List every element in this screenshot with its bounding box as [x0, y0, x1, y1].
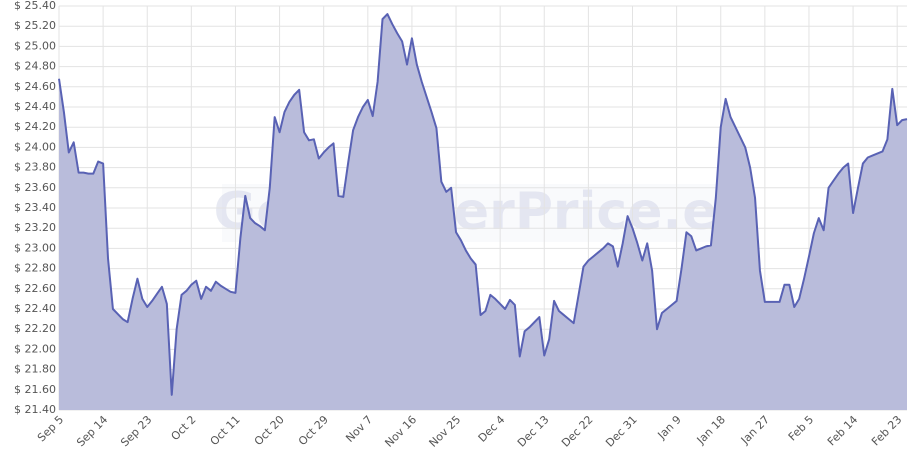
x-tick-label: Dec 13: [515, 413, 552, 450]
x-tick-label: Nov 25: [427, 413, 464, 450]
area: [59, 14, 907, 411]
y-tick-label: $ 24.20: [14, 120, 56, 133]
y-tick-label: $ 23.00: [14, 241, 56, 254]
line: [58, 13, 908, 396]
x-tick-label: Dec 4: [476, 413, 508, 445]
y-tick-label: $ 22.20: [14, 322, 56, 335]
y-tick-label: $ 23.60: [14, 181, 56, 194]
y-tick-label: $ 21.80: [14, 363, 56, 376]
y-tick-label: $ 22.80: [14, 262, 56, 275]
y-tick-label: $ 23.80: [14, 161, 56, 174]
y-tick-label: $ 24.00: [14, 140, 56, 153]
y-tick-label: $ 24.40: [14, 100, 56, 113]
x-tick-label: Oct 11: [208, 413, 243, 448]
y-tick-label: $ 25.40: [14, 0, 56, 12]
x-tick-label: Feb 23: [869, 413, 904, 448]
x-tick-label: Oct 20: [252, 413, 287, 448]
y-tick-label: $ 23.40: [14, 201, 56, 214]
x-tick-label: Jan 18: [694, 413, 728, 447]
x-tick-label: Feb 14: [825, 413, 860, 448]
x-tick-label: Oct 2: [169, 413, 199, 443]
y-tick-label: $ 22.00: [14, 342, 56, 355]
y-tick-label: $ 22.60: [14, 282, 56, 295]
x-tick-label: Nov 7: [343, 413, 375, 445]
y-tick-label: $ 22.40: [14, 302, 56, 315]
y-tick-label: $ 21.60: [14, 383, 56, 396]
y-tick-label: $ 23.20: [14, 221, 56, 234]
x-tick-label: Sep 5: [35, 413, 66, 444]
y-tick-label: $ 21.40: [14, 403, 56, 416]
x-tick-label: Dec 31: [603, 413, 640, 450]
y-tick-label: $ 25.00: [14, 39, 56, 52]
x-tick-label: Oct 29: [296, 413, 331, 448]
x-tick-label: Sep 23: [118, 413, 154, 449]
y-tick-label: $ 24.60: [14, 80, 56, 93]
x-tick-label: Jan 9: [655, 413, 684, 442]
x-tick-label: Sep 14: [74, 413, 110, 449]
x-tick-label: Feb 5: [786, 413, 816, 443]
y-tick-label: $ 25.20: [14, 19, 56, 32]
x-tick-label: Jan 27: [738, 413, 772, 447]
x-tick-label: Nov 16: [382, 413, 419, 450]
x-tick-label: Dec 22: [559, 413, 596, 450]
y-tick-label: $ 24.80: [14, 60, 56, 73]
